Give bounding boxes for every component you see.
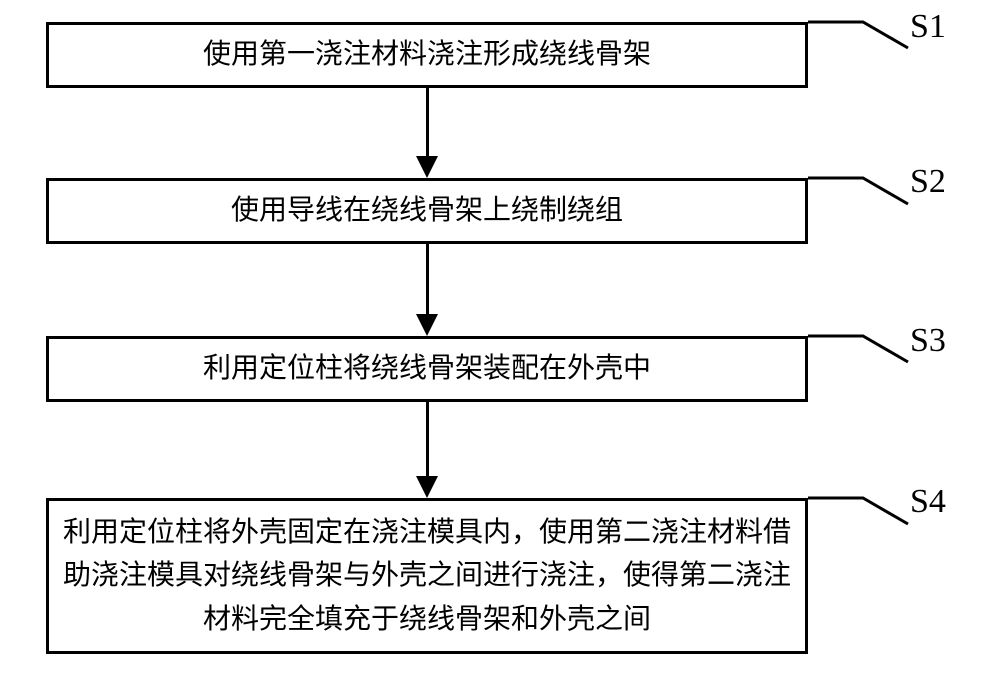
flowchart-step-s3: 利用定位柱将绕线骨架装配在外壳中 (46, 336, 808, 402)
arrow-head-icon (416, 476, 438, 498)
step-label-s4: S4 (910, 483, 946, 521)
step-label-s3: S3 (910, 322, 946, 360)
flowchart-step-text: 利用定位柱将绕线骨架装配在外壳中 (203, 347, 651, 390)
step-label-s2: S2 (910, 163, 946, 201)
label-connector (808, 22, 908, 48)
label-connector (808, 178, 908, 204)
flowchart-step-text: 使用第一浇注材料浇注形成绕线骨架 (203, 33, 651, 76)
step-label-s1: S1 (910, 8, 946, 46)
flowchart-step-text: 使用导线在绕线骨架上绕制绕组 (231, 189, 623, 232)
arrow-line (426, 244, 429, 314)
arrow-line (426, 402, 429, 476)
label-connector (808, 336, 908, 362)
arrow-line (426, 88, 429, 156)
arrow-head-icon (416, 156, 438, 178)
flowchart-step-s1: 使用第一浇注材料浇注形成绕线骨架 (46, 22, 808, 88)
label-connector (808, 498, 908, 524)
flowchart-step-s4: 利用定位柱将外壳固定在浇注模具内，使用第二浇注材料借助浇注模具对绕线骨架与外壳之… (46, 498, 808, 654)
flowchart-step-s2: 使用导线在绕线骨架上绕制绕组 (46, 178, 808, 244)
flowchart-canvas: 使用第一浇注材料浇注形成绕线骨架 使用导线在绕线骨架上绕制绕组 利用定位柱将绕线… (0, 0, 1000, 693)
arrow-head-icon (416, 314, 438, 336)
flowchart-step-text: 利用定位柱将外壳固定在浇注模具内，使用第二浇注材料借助浇注模具对绕线骨架与外壳之… (61, 511, 793, 641)
